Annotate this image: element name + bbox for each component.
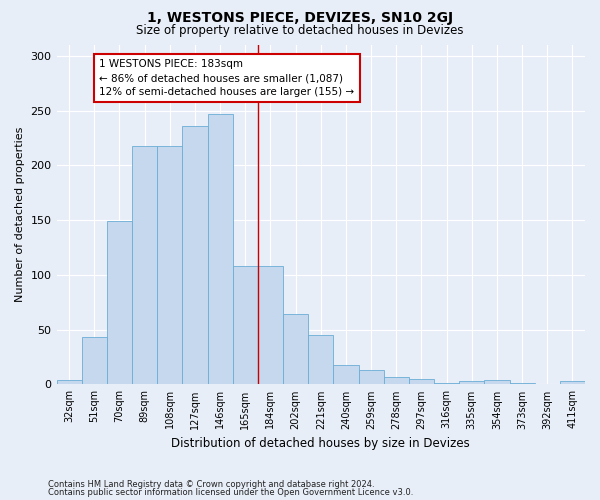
Bar: [233, 266, 258, 384]
Bar: [459, 381, 484, 384]
Bar: [107, 222, 132, 384]
Bar: [383, 377, 409, 384]
Bar: [359, 370, 383, 384]
Bar: [560, 381, 585, 384]
Bar: [208, 114, 233, 384]
Y-axis label: Number of detached properties: Number of detached properties: [15, 127, 25, 302]
Text: Contains public sector information licensed under the Open Government Licence v3: Contains public sector information licen…: [48, 488, 413, 497]
Bar: [82, 338, 107, 384]
Text: Contains HM Land Registry data © Crown copyright and database right 2024.: Contains HM Land Registry data © Crown c…: [48, 480, 374, 489]
Text: Size of property relative to detached houses in Devizes: Size of property relative to detached ho…: [136, 24, 464, 37]
Text: 1, WESTONS PIECE, DEVIZES, SN10 2GJ: 1, WESTONS PIECE, DEVIZES, SN10 2GJ: [147, 11, 453, 25]
Bar: [132, 146, 157, 384]
Bar: [334, 364, 359, 384]
Bar: [258, 266, 283, 384]
Bar: [56, 380, 82, 384]
X-axis label: Distribution of detached houses by size in Devizes: Distribution of detached houses by size …: [172, 437, 470, 450]
Text: 1 WESTONS PIECE: 183sqm
← 86% of detached houses are smaller (1,087)
12% of semi: 1 WESTONS PIECE: 183sqm ← 86% of detache…: [100, 59, 355, 97]
Bar: [283, 314, 308, 384]
Bar: [409, 379, 434, 384]
Bar: [157, 146, 182, 384]
Bar: [484, 380, 509, 384]
Bar: [308, 335, 334, 384]
Bar: [182, 126, 208, 384]
